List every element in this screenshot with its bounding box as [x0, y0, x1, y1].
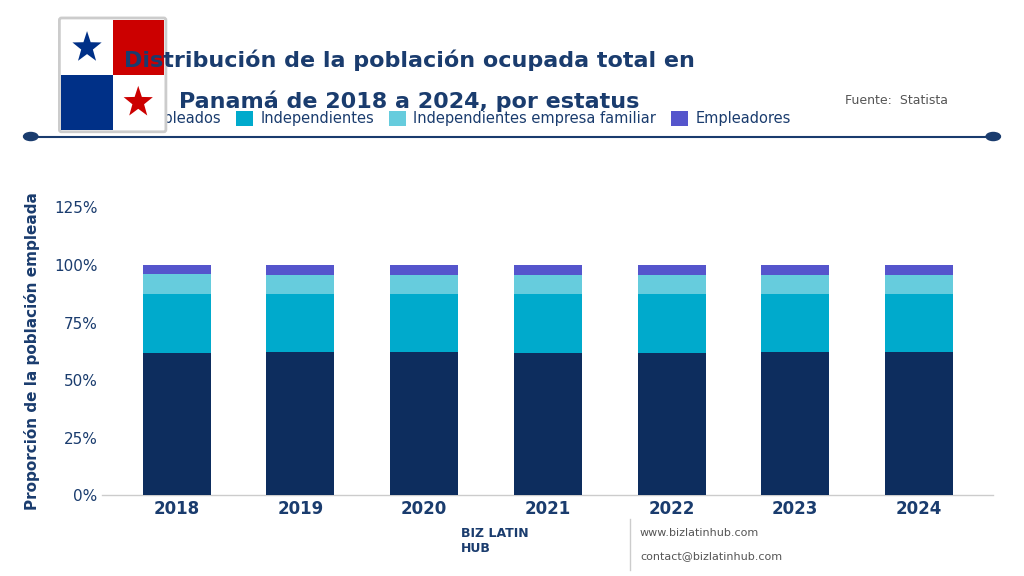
FancyBboxPatch shape	[59, 18, 166, 132]
Text: BIZ LATIN
HUB: BIZ LATIN HUB	[461, 527, 528, 555]
Bar	[390, 265, 458, 275]
Bar	[885, 265, 953, 275]
Text: Fuente:  Statista: Fuente: Statista	[845, 94, 948, 107]
Bar	[266, 352, 335, 495]
Polygon shape	[124, 86, 153, 116]
Text: www.bizlatinhub.com: www.bizlatinhub.com	[640, 528, 759, 538]
Bar	[761, 353, 829, 495]
Bar	[761, 275, 829, 294]
Bar	[113, 75, 164, 130]
Text: Panamá de 2018 a 2024, por estatus: Panamá de 2018 a 2024, por estatus	[179, 90, 640, 112]
Text: contact@bizlatinhub.com: contact@bizlatinhub.com	[640, 551, 782, 560]
Bar	[514, 294, 582, 353]
Bar	[61, 75, 113, 130]
Bar	[266, 265, 335, 275]
Bar	[390, 353, 458, 495]
Bar	[142, 294, 211, 353]
Text: Distribución de la población ocupada total en: Distribución de la población ocupada tot…	[124, 50, 695, 71]
Bar	[142, 274, 211, 294]
Bar	[638, 353, 706, 495]
Bar	[390, 294, 458, 353]
Bar	[638, 265, 706, 275]
Bar	[885, 294, 953, 352]
Bar	[638, 275, 706, 294]
Bar	[390, 275, 458, 294]
Bar	[113, 20, 164, 75]
Bar	[885, 275, 953, 294]
Bar	[638, 294, 706, 353]
Bar	[514, 265, 582, 275]
Bar	[514, 353, 582, 495]
Legend: Empleados, Independientes, Independientes empresa familiar, Empleadores: Empleados, Independientes, Independiente…	[110, 105, 797, 132]
Bar	[61, 20, 113, 75]
Bar	[142, 353, 211, 495]
Bar	[885, 352, 953, 495]
Bar	[266, 275, 335, 294]
Bar	[761, 294, 829, 353]
Bar	[761, 265, 829, 275]
Y-axis label: Proporción de la población empleada: Proporción de la población empleada	[25, 192, 40, 510]
Bar	[266, 294, 335, 352]
Bar	[142, 265, 211, 274]
Polygon shape	[73, 31, 101, 61]
Bar	[514, 275, 582, 294]
